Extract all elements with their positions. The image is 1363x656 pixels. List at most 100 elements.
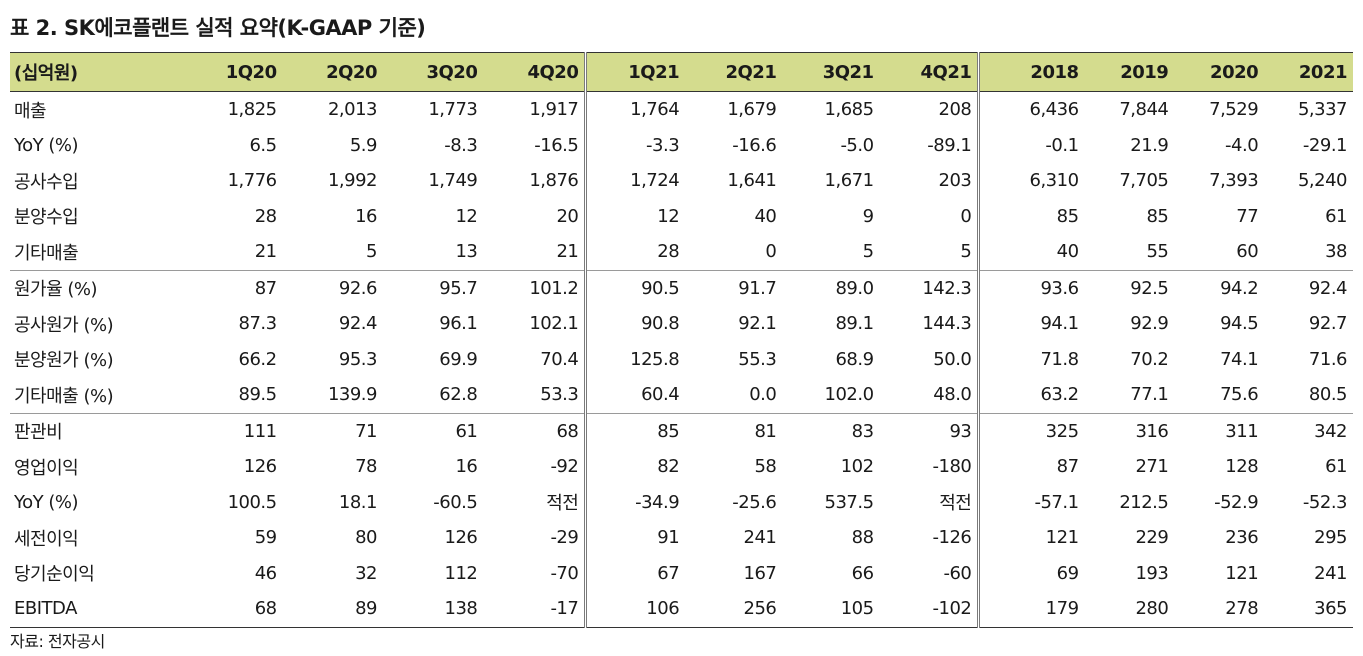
value-cell: 6.5	[249, 134, 277, 156]
value-cell: -3.3	[584, 127, 686, 163]
value-cell: 311	[1225, 420, 1259, 442]
value-cell: 1,679	[727, 99, 777, 121]
value-cell: 6,310	[977, 163, 1085, 199]
value-cell: 193	[1135, 562, 1169, 584]
value-cell: 126	[444, 527, 478, 549]
value-cell: 88	[851, 527, 874, 549]
value-cell: 6,436	[977, 91, 1085, 128]
value-cell: 40	[977, 234, 1085, 271]
value-cell: 5	[282, 234, 383, 271]
value-cell: 7,844	[1119, 99, 1169, 121]
value-cell: 61	[1325, 205, 1347, 227]
table-row: 분양원가 (%) 66.2 95.3 69.9 70.4 125.8 55.3 68.9 50.…	[10, 341, 1353, 377]
header-period-cell: 4Q20	[483, 52, 586, 92]
value-cell: 61	[1325, 456, 1347, 478]
value-cell: 71.8	[977, 341, 1085, 377]
value-cell: -29.1	[1302, 134, 1348, 156]
value-cell: -70	[550, 562, 579, 584]
value-cell: 95.3	[338, 348, 378, 370]
row-label: 기타매출	[10, 234, 190, 271]
value-cell: 91.7	[738, 277, 777, 299]
value-cell: 111	[243, 420, 277, 442]
value-cell: 94.5	[1220, 313, 1259, 335]
value-cell: 92.9	[1130, 313, 1169, 335]
value-cell: -5.0	[840, 134, 874, 156]
row-label: EBITDA	[10, 591, 190, 628]
value-cell: -52.9	[1214, 491, 1259, 513]
value-cell: 121	[977, 520, 1085, 556]
value-cell: 1,776	[227, 170, 278, 192]
value-cell: 1,724	[584, 163, 686, 199]
value-cell: 80.5	[1264, 377, 1353, 414]
row-label: 분양원가 (%)	[14, 350, 114, 372]
table-row: 판관비 111 71 61 68 85 81 83 93 325 316 311 342	[10, 413, 1353, 449]
value-cell: 80	[355, 527, 377, 549]
value-cell: 28	[254, 205, 277, 227]
value-cell: 316	[1135, 420, 1169, 442]
value-cell: 82	[584, 449, 686, 485]
table-row: 분양수입 28 16 12 20 12 40 9 0 85 85 77 61	[10, 198, 1353, 234]
value-cell: 85	[1146, 205, 1169, 227]
value-cell: 105	[782, 591, 880, 628]
value-cell: 55.3	[738, 348, 777, 370]
value-cell: 139.9	[282, 377, 383, 414]
header-row: (십억원) 1Q20 2Q20 3Q20 4Q20 1Q21 2Q21 3Q21 4Q21 201…	[10, 52, 1353, 92]
value-cell: 92.7	[1308, 313, 1348, 335]
value-cell: 53.3	[483, 377, 586, 414]
value-cell: 102	[840, 456, 874, 478]
value-cell: 78	[355, 456, 377, 478]
value-cell: 7,529	[1209, 99, 1259, 121]
value-cell: 28	[584, 234, 686, 271]
value-cell: 91	[584, 520, 686, 556]
value-cell: 59	[254, 527, 277, 549]
value-cell: 144.3	[922, 313, 972, 335]
value-cell: 1,917	[529, 99, 579, 121]
value-cell: 100.5	[227, 491, 278, 513]
value-cell: 67	[584, 555, 686, 591]
value-cell: 61	[455, 420, 478, 442]
value-cell: 128	[1225, 456, 1259, 478]
value-cell: 68	[189, 591, 283, 628]
table-row: YoY (%) 6.5 5.9 -8.3 -16.5 -3.3 -16.6 -5.0 -89.1…	[10, 127, 1353, 163]
value-cell: 0.0	[685, 377, 783, 414]
value-cell: 92.6	[338, 277, 378, 299]
table-title: 표 2. SK에코플랜트 실적 요약(K-GAAP 기준)	[10, 16, 426, 40]
value-cell: 60	[1174, 234, 1265, 271]
value-cell: 77.1	[1084, 377, 1175, 414]
row-label: 기타매출 (%)	[10, 377, 190, 414]
value-cell: 62.8	[382, 377, 484, 414]
value-cell: 1,992	[327, 170, 378, 192]
value-cell: 1,773	[428, 99, 478, 121]
table-row: 매출 1,825 2,013 1,773 1,917 1,764 1,679 1,685 208…	[10, 91, 1353, 128]
table-row: 기타매출 21 5 13 21 28 0 5 5 40 55 60 38	[10, 234, 1353, 271]
header-period-cell: 3Q20	[382, 52, 484, 92]
value-cell: -52.3	[1302, 491, 1348, 513]
value-cell: 21	[483, 234, 586, 271]
value-cell: 94.1	[977, 306, 1085, 342]
value-cell: 90.5	[584, 270, 686, 306]
value-cell: 1,641	[727, 170, 777, 192]
value-cell: 89.1	[835, 313, 874, 335]
row-label: YoY (%)	[14, 491, 78, 513]
row-label: 영업이익	[14, 457, 79, 479]
source-note: 자료: 전자공시	[10, 632, 105, 651]
value-cell: 69	[977, 555, 1085, 591]
value-cell: -34.9	[584, 484, 686, 520]
value-cell: 55	[1084, 234, 1175, 271]
row-label: 매출	[14, 100, 47, 122]
value-cell: 87.3	[238, 313, 278, 335]
value-cell: 적전	[939, 493, 972, 515]
value-cell: -57.1	[977, 484, 1085, 520]
value-cell: 101.2	[529, 277, 579, 299]
row-label: 원가율 (%)	[14, 279, 98, 301]
value-cell: 229	[1135, 527, 1169, 549]
header-period-cell: 2021	[1264, 52, 1353, 92]
value-cell: -25.6	[732, 491, 777, 513]
value-cell: -89.1	[927, 134, 972, 156]
value-cell: 20	[556, 205, 579, 227]
row-label: 공사원가 (%)	[14, 314, 114, 336]
value-cell: 16	[455, 456, 478, 478]
value-cell: 71	[355, 420, 377, 442]
row-label: 판관비	[14, 422, 63, 444]
table-row: 당기순이익 46 32 112 -70 67 167 66 -60 69 193 121 241	[10, 555, 1353, 591]
